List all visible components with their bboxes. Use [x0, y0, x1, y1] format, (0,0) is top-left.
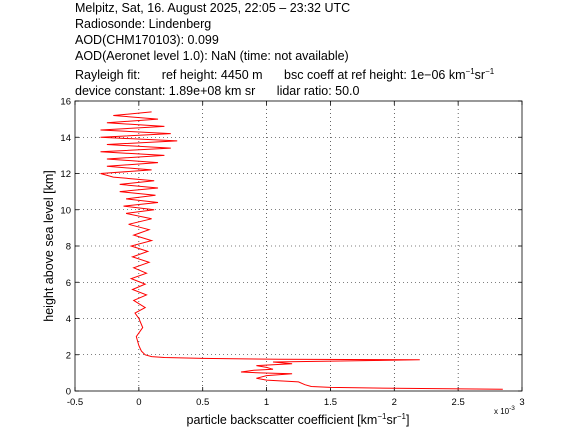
- y-tick-label: 14: [60, 133, 71, 144]
- rayleigh-label: Rayleigh fit:: [75, 68, 141, 83]
- y-tick-label: 0: [66, 387, 71, 398]
- x-exponent-power: -3: [509, 405, 515, 412]
- device-constant: device constant: 1.89e+08 km sr: [75, 84, 256, 98]
- header-line-station: Melpitz, Sat, 16. August 2025, 22:05 – 2…: [75, 1, 351, 15]
- x-axis-label-mid: sr: [386, 413, 396, 427]
- bsc-coeff-sup2: −1: [485, 67, 495, 76]
- x-axis-label: particle backscatter coefficient [km−1sr…: [187, 412, 410, 427]
- y-tick-label: 2: [66, 350, 71, 361]
- header-line-aod-aeronet: AOD(Aeronet level 1.0): NaN (time: not a…: [75, 49, 349, 63]
- x-tick-label: 2: [392, 397, 397, 408]
- x-tick-label: -0.5: [67, 397, 83, 408]
- bsc-coeff-mid: sr: [474, 68, 486, 83]
- x-tick-label: 1: [264, 397, 269, 408]
- bsc-coeff: bsc coeff at ref height: 1e−06 km−1sr−1: [284, 67, 495, 83]
- y-axis-label: height above sea level [km]: [42, 170, 56, 321]
- header-line-radiosonde: Radiosonde: Lindenberg: [75, 17, 212, 31]
- header-line-device: device constant: 1.89e+08 km sr lidar ra…: [75, 84, 359, 98]
- y-tick-label: 10: [60, 205, 71, 216]
- header-line-rayleigh: Rayleigh fit: ref height: 4450 m bsc coe…: [75, 67, 494, 82]
- x-axis-label-prefix: particle backscatter coefficient [km: [187, 413, 378, 427]
- lidar-ratio: lidar ratio: 50.0: [276, 84, 360, 98]
- x-axis-label-sup1: −1: [377, 412, 387, 421]
- backscatter-profile-line: [100, 111, 503, 390]
- y-tick-label: 6: [66, 278, 71, 289]
- x-tick-label: 2.5: [452, 397, 465, 408]
- x-tick-label: 0: [136, 397, 141, 408]
- bsc-coeff-sup1: −1: [465, 67, 475, 76]
- grid: [75, 101, 522, 391]
- y-tick-label: 16: [60, 97, 71, 108]
- y-tick-label: 4: [66, 314, 71, 325]
- x-tick-label: 3: [519, 397, 524, 408]
- x-axis-label-sup2: −1: [397, 412, 407, 421]
- bsc-coeff-prefix: bsc coeff at ref height: 1e−06 km: [284, 68, 466, 83]
- header-line-aod-chm: AOD(CHM170103): 0.099: [75, 33, 219, 47]
- plot-frame: [74, 100, 523, 392]
- ref-height: ref height: 4450 m: [161, 68, 263, 83]
- y-tick-label: 12: [60, 169, 71, 180]
- x-axis-label-suffix: ]: [406, 413, 409, 427]
- x-tick-label: 0.5: [196, 397, 209, 408]
- x-tick-label: 1.5: [324, 397, 337, 408]
- x-exponent-label: x 10-3: [494, 405, 515, 416]
- y-tick-label: 8: [66, 242, 71, 253]
- x-exponent-base: x 10: [494, 407, 510, 416]
